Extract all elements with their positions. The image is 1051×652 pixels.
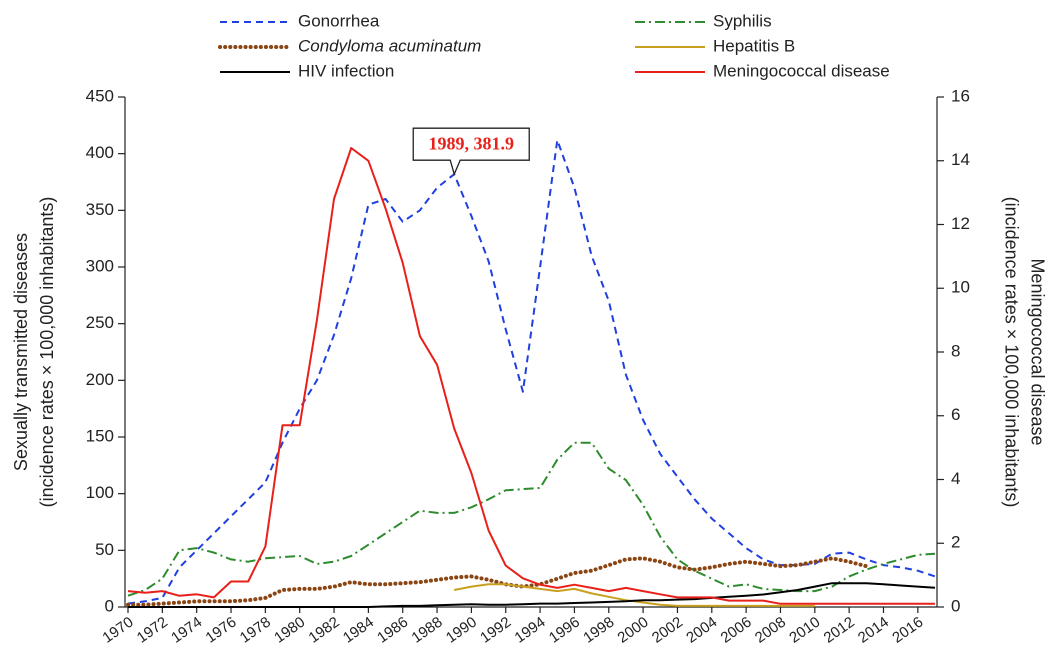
x-tick-label: 2000 (615, 614, 652, 647)
x-tick-label: 1986 (374, 614, 411, 647)
series-line (126, 556, 869, 607)
legend-label: HIV infection (298, 61, 394, 80)
x-tick-label: 2012 (821, 614, 858, 647)
annotation-box (412, 127, 530, 177)
x-tick-label: 2014 (855, 614, 892, 647)
y2-tick-label: 8 (951, 341, 960, 360)
x-tick-label: 1990 (443, 614, 480, 647)
y2-tick-label: 14 (951, 150, 970, 169)
y-tick-label: 350 (86, 200, 114, 219)
x-tick-label: 1976 (203, 614, 240, 647)
y2-tick-label: 10 (951, 278, 970, 297)
y-tick-label: 0 (105, 596, 114, 615)
x-tick-label: 2016 (889, 614, 926, 647)
y-tick-label: 150 (86, 426, 114, 445)
series-line (127, 139, 936, 605)
legend-label: Meningococcal disease (713, 61, 890, 80)
y-tick-label: 400 (86, 143, 114, 162)
x-tick-label: 2002 (649, 614, 686, 647)
x-tick-label: 1994 (512, 614, 549, 647)
y-axis-label: (incidence rates × 100,000 inhabitants) (37, 197, 57, 508)
legend-label: Condyloma acuminatum (298, 36, 481, 55)
y-tick-label: 450 (86, 86, 114, 105)
y-tick-label: 100 (86, 483, 114, 502)
y-tick-label: 200 (86, 370, 114, 389)
legend-label: Gonorrhea (298, 11, 380, 30)
x-tick-label: 1984 (340, 614, 377, 647)
x-tick-label: 1974 (168, 614, 205, 647)
annotation-text: 1989, 381.9 (428, 133, 514, 153)
y2-tick-label: 2 (951, 533, 960, 552)
x-tick-label: 2008 (752, 614, 789, 647)
y2-tick-label: 6 (951, 405, 960, 424)
legend-label: Hepatitis B (713, 36, 795, 55)
x-tick-label: 1998 (580, 614, 617, 647)
annotation: 1989, 381.9 (412, 127, 530, 177)
y-tick-label: 250 (86, 313, 114, 332)
y2-axis-label: (incidence rates × 100,000 inhabitants) (1001, 197, 1021, 508)
x-tick-label: 1992 (477, 614, 514, 647)
series-line (128, 582, 936, 608)
x-tick-label: 2004 (683, 614, 720, 647)
x-tick-label: 1982 (306, 614, 343, 647)
series-line (127, 441, 936, 597)
x-tick-label: 1972 (134, 614, 171, 647)
x-tick-label: 1970 (99, 614, 136, 647)
y-tick-label: 300 (86, 256, 114, 275)
y2-tick-label: 0 (951, 596, 960, 615)
x-tick-label: 1978 (237, 614, 274, 647)
y2-tick-label: 4 (951, 469, 960, 488)
y2-tick-label: 16 (951, 86, 970, 105)
y-axis-label: Sexually transmitted diseases (11, 233, 31, 471)
y-tick-label: 50 (95, 540, 114, 559)
y2-tick-label: 12 (951, 214, 970, 233)
x-tick-label: 1996 (546, 614, 583, 647)
x-tick-label: 2010 (786, 614, 823, 647)
y2-axis-label: Meningococcal disease (1027, 258, 1047, 445)
x-tick-label: 1980 (271, 614, 308, 647)
legend-label: Syphilis (713, 11, 772, 30)
x-tick-label: 2006 (718, 614, 755, 647)
series-line (127, 147, 935, 605)
x-tick-label: 1988 (409, 614, 446, 647)
